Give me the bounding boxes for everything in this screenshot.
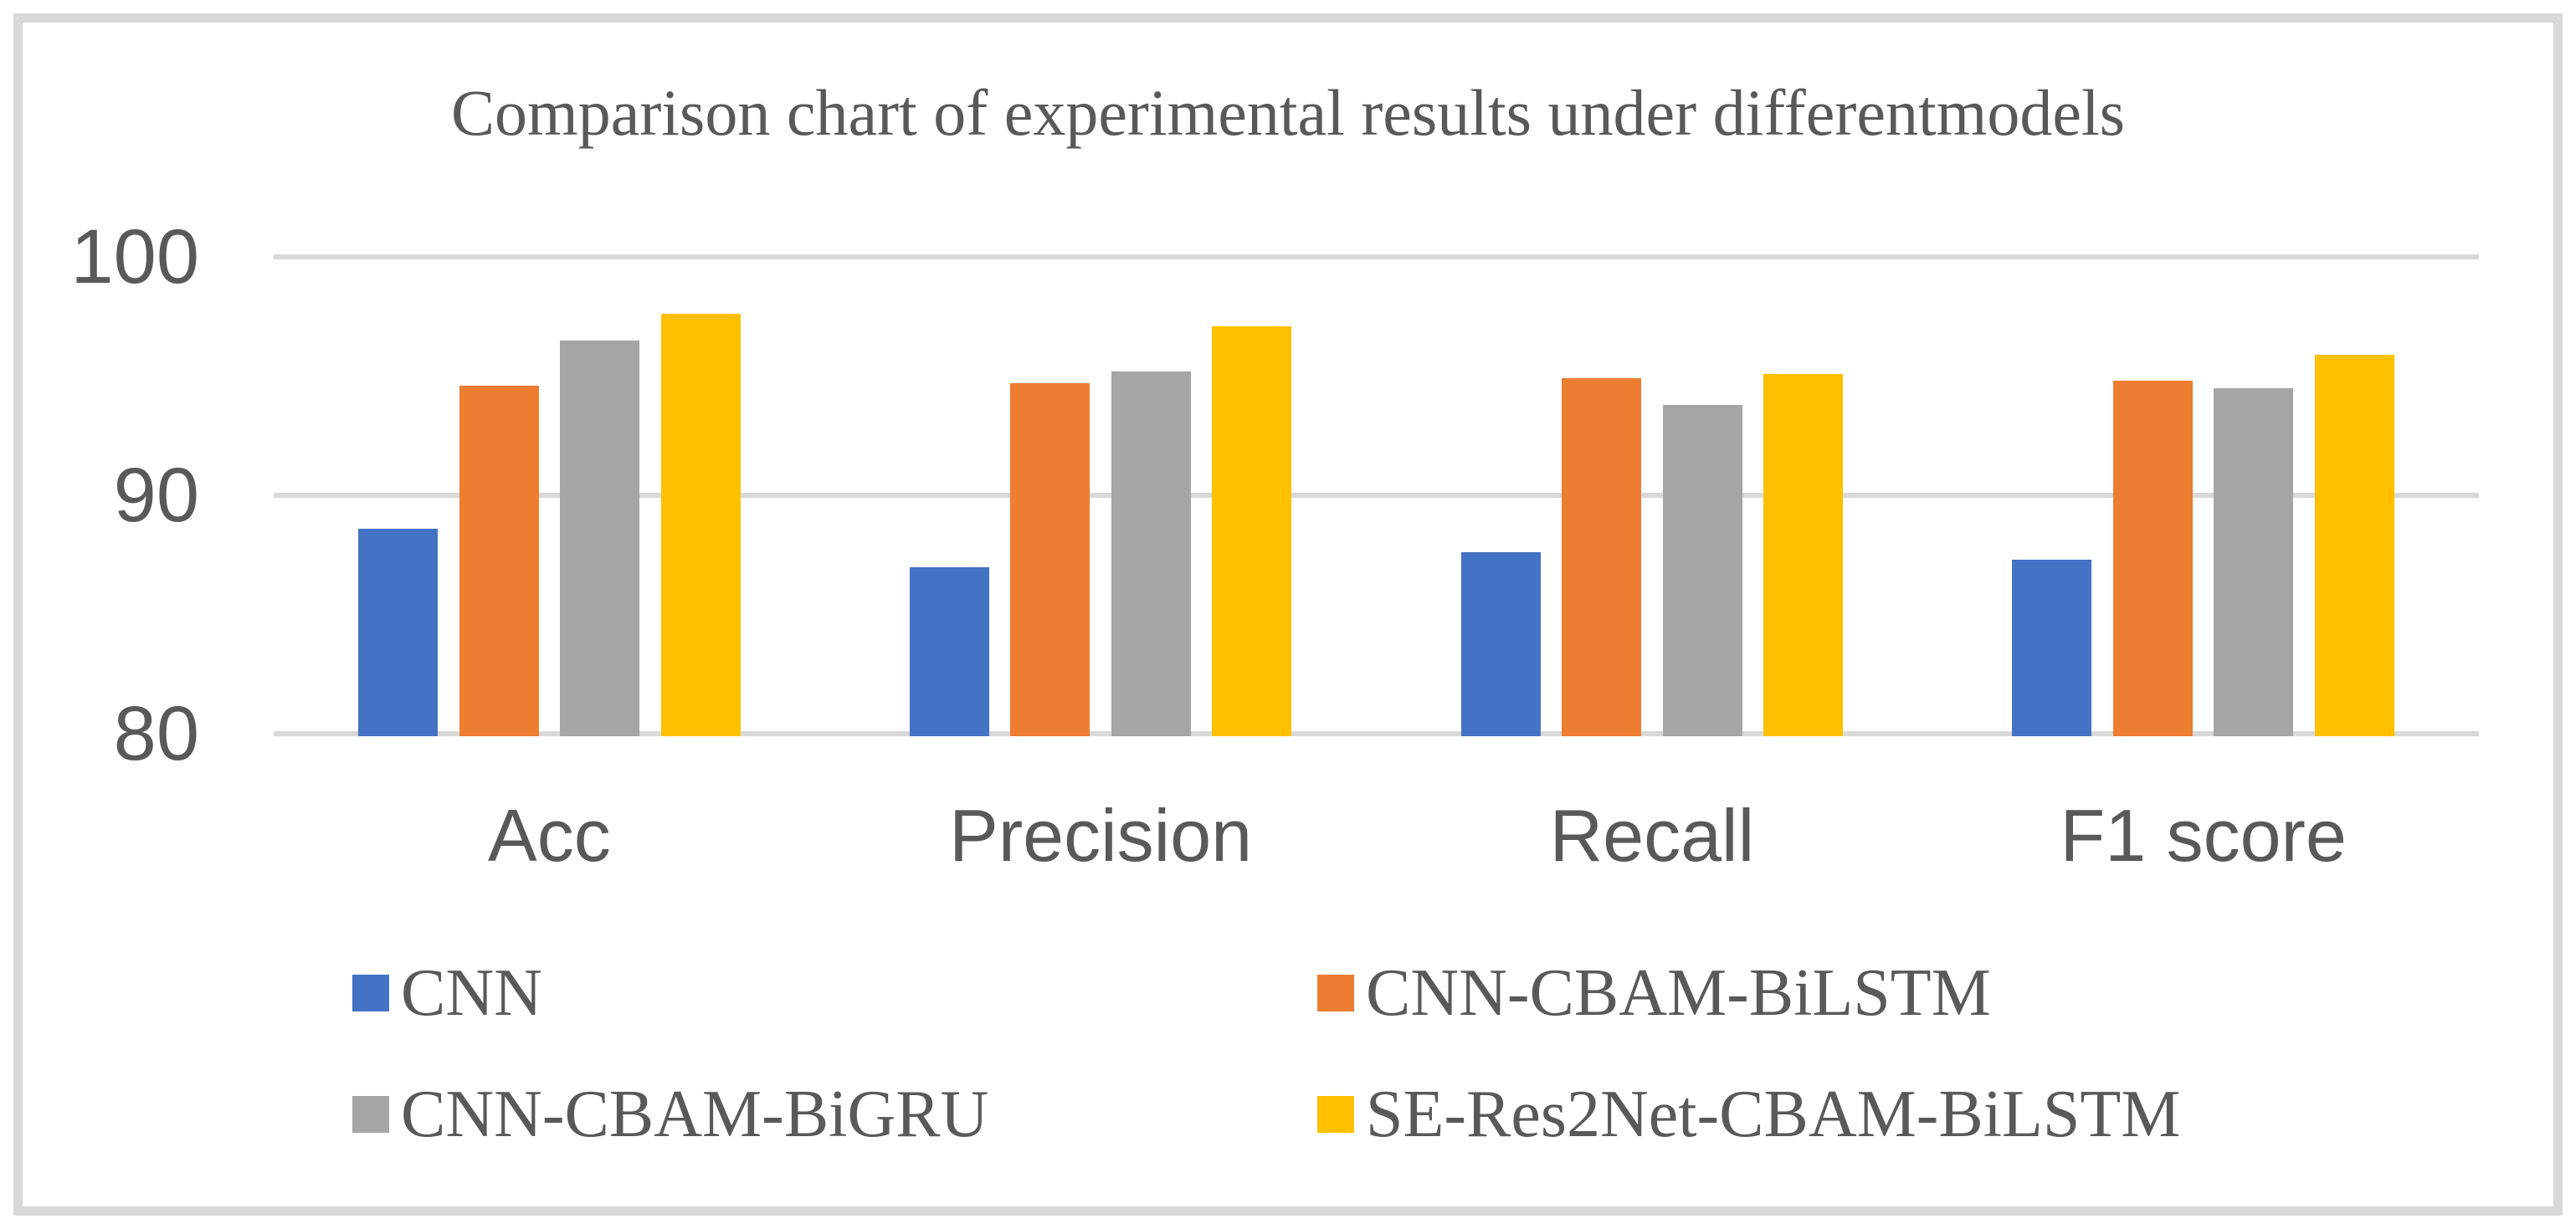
y-axis-tick-100: 100 [70,214,200,300]
legend-label-cnn: CNN [401,956,542,1030]
legend-label-cnn-cbam-bigru: CNN-CBAM-BiGRU [401,1078,989,1151]
bar-precision-cnn [909,566,989,736]
bar-f1-score-se-res2net-cbam-bilstm [2314,354,2394,736]
legend-label-se-res2net-cbam-bilstm: SE-Res2Net-CBAM-BiLSTM [1366,1078,2181,1151]
bar-acc-se-res2net-cbam-bilstm [660,314,741,736]
bar-precision-cnn-cbam-bigru [1111,371,1191,736]
bar-acc-cnn-cbam-bigru [560,340,640,737]
x-axis-label-f1-score: F1 score [2060,794,2347,877]
x-axis-label-acc: Acc [488,794,611,877]
legend-item-cnn-cbam-bigru: CNN-CBAM-BiGRU [352,1077,988,1152]
bar-recall-cnn [1460,552,1541,736]
legend-color-swatch-se-res2net-cbam-bilstm [1317,1096,1354,1133]
gridline-100 [274,254,2479,259]
legend-label-cnn-cbam-bilstm: CNN-CBAM-BiLSTM [1366,956,1991,1030]
bar-recall-cnn-cbam-bigru [1662,404,1742,736]
gridline-90 [274,493,2479,498]
bar-f1-score-cnn-cbam-bigru [2214,387,2294,737]
legend-color-swatch-cnn-cbam-bigru [352,1096,389,1133]
bar-recall-cnn-cbam-bilstm [1562,378,1642,736]
legend-item-cnn: CNN [352,955,542,1031]
bar-recall-se-res2net-cbam-bilstm [1763,373,1844,736]
legend-item-se-res2net-cbam-bilstm: SE-Res2Net-CBAM-BiLSTM [1317,1077,2180,1152]
y-axis-tick-90: 90 [113,453,199,538]
gridline-80 [274,731,2479,736]
legend-item-cnn-cbam-bilstm: CNN-CBAM-BiLSTM [1317,955,1991,1031]
x-axis-label-recall: Recall [1549,794,1755,877]
y-axis-tick-80: 80 [113,691,199,776]
bar-acc-cnn-cbam-bilstm [459,385,539,736]
bar-f1-score-cnn-cbam-bilstm [2112,381,2193,736]
x-axis-label-precision: Precision [949,794,1253,877]
bar-precision-se-res2net-cbam-bilstm [1212,325,1292,736]
legend-color-swatch-cnn [352,975,389,1011]
bar-f1-score-cnn [2012,560,2092,736]
bar-precision-cnn-cbam-bilstm [1010,383,1090,736]
chart-title: Comparison chart of experimental results… [451,76,2125,149]
bar-acc-cnn [358,528,439,736]
legend-color-swatch-cnn-cbam-bilstm [1317,975,1354,1011]
